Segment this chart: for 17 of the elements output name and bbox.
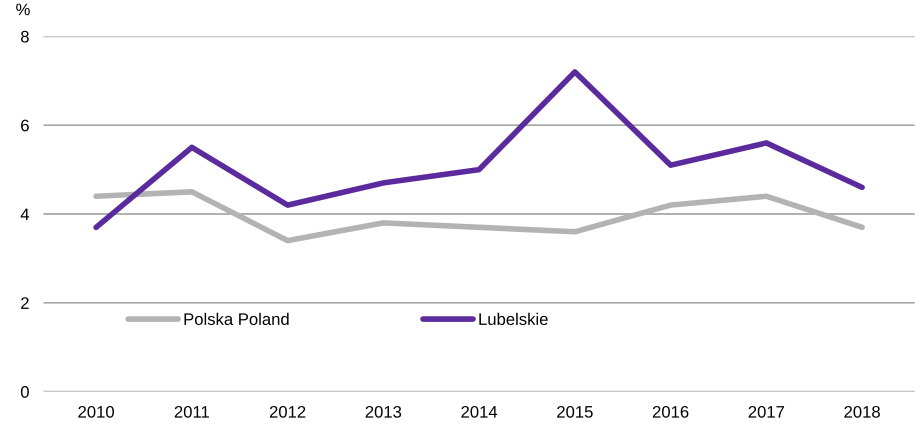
x-tick-label: 2014 <box>461 406 498 418</box>
y-tick-label: 8 <box>20 30 29 43</box>
y-axis-title: % <box>16 4 30 16</box>
legend-label: Polska Poland <box>184 312 289 326</box>
x-tick-label: 2011 <box>174 406 209 418</box>
x-tick-label: 2018 <box>844 406 880 418</box>
y-tick-label: 4 <box>20 208 30 220</box>
x-tick-label: 2010 <box>78 406 114 418</box>
legend-label: Lubelskie <box>479 312 548 326</box>
x-tick-label: 2017 <box>748 406 784 418</box>
x-tick-label: 2015 <box>557 406 593 418</box>
x-tick-label: 2013 <box>366 406 402 418</box>
x-tick-label: 2012 <box>270 406 306 418</box>
y-tick-label: 2 <box>21 297 29 309</box>
x-tick-label: 2016 <box>652 406 688 418</box>
y-tick-label: 6 <box>21 120 29 132</box>
y-tick-label: 0 <box>20 386 29 398</box>
